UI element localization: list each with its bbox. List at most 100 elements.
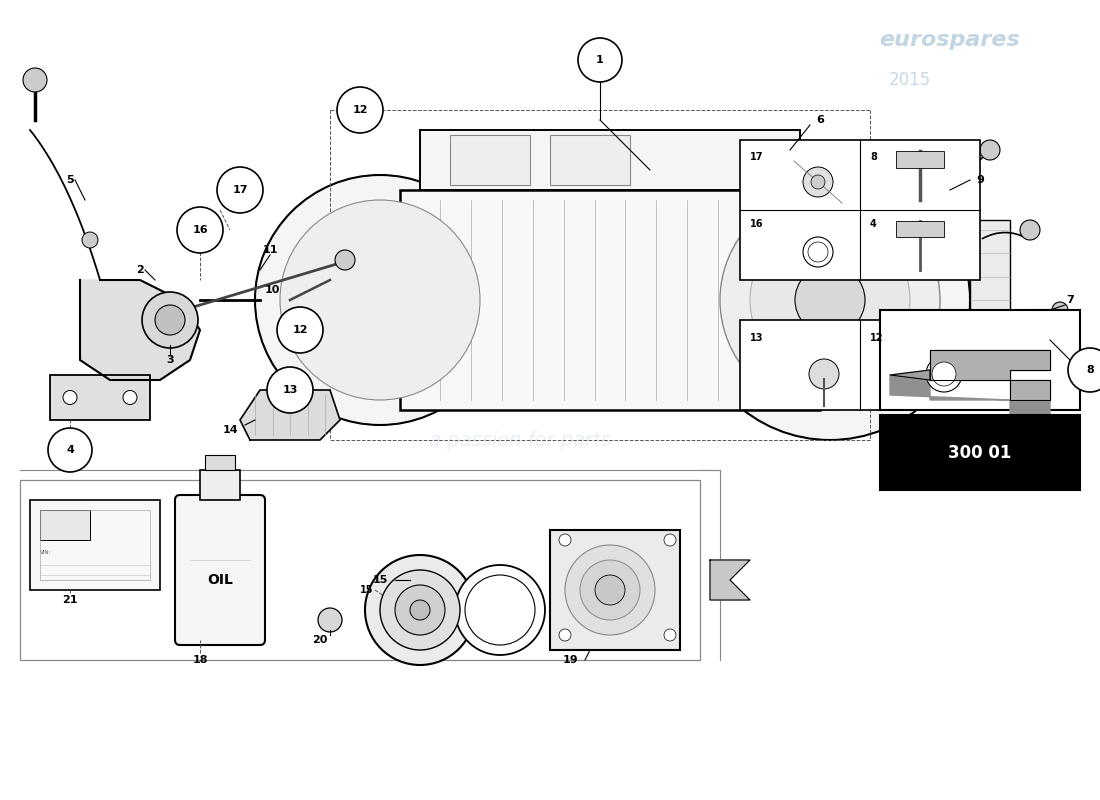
Bar (40, 510, 150, 580)
Text: eurospares: eurospares (388, 359, 651, 401)
Circle shape (277, 307, 323, 353)
Circle shape (395, 585, 446, 635)
Circle shape (803, 237, 833, 267)
Circle shape (267, 367, 314, 413)
Text: VIN:: VIN: (40, 550, 52, 555)
Bar (450, 135, 530, 185)
Text: 14: 14 (222, 425, 238, 435)
Circle shape (1052, 302, 1068, 318)
Bar (50, 375, 150, 420)
Circle shape (177, 207, 223, 253)
Text: 6: 6 (816, 115, 824, 125)
Bar (205, 455, 235, 470)
Bar (740, 320, 980, 410)
Circle shape (808, 359, 839, 389)
Bar (40, 510, 90, 540)
Text: 15: 15 (372, 575, 387, 585)
Text: OIL: OIL (207, 573, 233, 587)
Text: 18: 18 (192, 655, 208, 665)
Bar (30, 500, 159, 590)
Bar (740, 140, 980, 280)
Text: 6: 6 (966, 425, 974, 435)
Text: a passion for parts: a passion for parts (429, 430, 610, 450)
Circle shape (155, 305, 185, 335)
Circle shape (580, 560, 640, 620)
Circle shape (145, 310, 165, 330)
Circle shape (82, 232, 98, 248)
Text: 8: 8 (1086, 365, 1093, 375)
Circle shape (379, 570, 460, 650)
Text: 9: 9 (976, 175, 983, 185)
Bar (550, 530, 680, 650)
Text: 300 01: 300 01 (948, 443, 1012, 462)
Circle shape (255, 175, 505, 425)
Circle shape (336, 250, 355, 270)
Text: 7: 7 (1066, 295, 1074, 305)
FancyBboxPatch shape (175, 495, 265, 645)
Circle shape (595, 575, 625, 605)
Text: 15: 15 (360, 585, 374, 595)
Text: 4: 4 (66, 445, 74, 455)
Text: 12: 12 (870, 333, 883, 343)
Circle shape (559, 629, 571, 641)
Circle shape (720, 190, 940, 410)
Text: 11: 11 (262, 245, 277, 255)
Text: 1: 1 (596, 55, 604, 65)
Bar (896, 150, 944, 168)
Circle shape (559, 534, 571, 546)
Circle shape (664, 629, 676, 641)
Bar (896, 221, 944, 237)
Circle shape (565, 545, 654, 635)
Circle shape (690, 160, 970, 440)
Circle shape (1020, 220, 1040, 240)
Circle shape (1068, 348, 1100, 392)
Text: 12: 12 (293, 325, 308, 335)
Text: 2015: 2015 (889, 71, 931, 89)
Polygon shape (80, 280, 200, 380)
Text: 16: 16 (192, 225, 208, 235)
Circle shape (410, 600, 430, 620)
Circle shape (750, 220, 910, 380)
Circle shape (123, 390, 138, 405)
Text: 1: 1 (966, 355, 974, 365)
Circle shape (337, 87, 383, 133)
Text: 8: 8 (870, 153, 877, 162)
Bar (970, 220, 1010, 380)
Text: 16: 16 (750, 219, 763, 229)
Bar (880, 310, 1080, 410)
Polygon shape (930, 350, 1050, 400)
Polygon shape (890, 370, 930, 380)
Circle shape (465, 575, 535, 645)
Circle shape (926, 356, 962, 392)
Circle shape (455, 565, 544, 655)
Circle shape (795, 265, 865, 335)
Circle shape (142, 292, 198, 348)
Circle shape (318, 608, 342, 632)
Polygon shape (710, 560, 750, 600)
Circle shape (63, 390, 77, 405)
Text: 12: 12 (352, 105, 367, 115)
Circle shape (932, 362, 956, 386)
Bar (550, 135, 630, 185)
Text: 13: 13 (750, 333, 763, 343)
Text: 20: 20 (312, 635, 328, 645)
Polygon shape (890, 375, 1050, 420)
Text: 17: 17 (232, 185, 248, 195)
Text: 2: 2 (136, 265, 144, 275)
Bar (20, 480, 700, 660)
Circle shape (23, 68, 47, 92)
Text: 5: 5 (66, 175, 74, 185)
Text: 21: 21 (63, 595, 78, 605)
Text: eurospares: eurospares (880, 30, 1021, 50)
Circle shape (217, 167, 263, 213)
Text: 10: 10 (265, 285, 280, 295)
Circle shape (48, 428, 92, 472)
Circle shape (980, 140, 1000, 160)
Text: 19: 19 (562, 655, 578, 665)
Circle shape (280, 200, 480, 400)
Circle shape (803, 167, 833, 197)
Circle shape (664, 534, 676, 546)
Circle shape (811, 175, 825, 189)
Bar (200, 470, 240, 500)
Text: 4: 4 (870, 219, 877, 229)
